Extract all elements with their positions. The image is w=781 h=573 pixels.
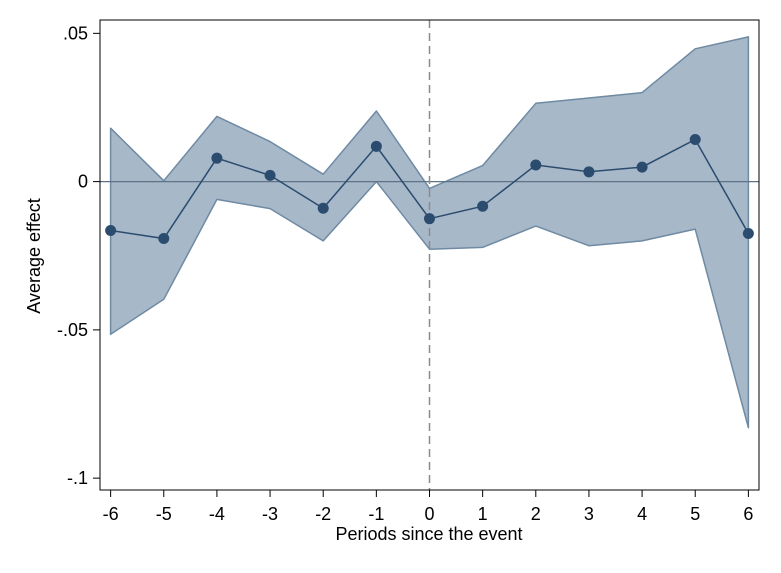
estimate-point [530,159,542,171]
y-tick-label: -.1 [67,468,88,488]
estimate-point [370,140,382,152]
y-axis-title: Average effect [24,198,44,313]
x-tick-label: 0 [424,504,434,524]
y-tick-label: 0 [78,172,88,192]
x-tick-label: 4 [637,504,647,524]
x-tick-label: 5 [690,504,700,524]
estimate-point [264,169,276,181]
estimate-point [158,233,170,245]
x-tick-label: -2 [315,504,331,524]
estimate-point [689,134,701,146]
estimate-point [105,225,117,237]
estimate-point [636,161,648,173]
y-tick-label: -.05 [57,320,88,340]
axes: .05 0 -.05 -.1 -6 -5 -4 -3 -2 -1 0 1 2 3 4 5 6 [57,19,760,524]
estimate-point [477,200,489,212]
x-tick-label: -1 [368,504,384,524]
x-tick-label: -5 [156,504,172,524]
y-tick-label: .05 [63,23,88,43]
x-axis-title: Periods since the event [335,524,522,544]
x-tick-label: 3 [584,504,594,524]
x-tick-label: 1 [478,504,488,524]
plot-area [100,20,759,490]
estimate-point [211,152,223,164]
x-tick-label: 2 [531,504,541,524]
x-tick-label: -4 [209,504,225,524]
estimate-point [424,213,435,225]
x-tick-label: -3 [262,504,278,524]
estimate-point [583,166,595,178]
estimate-point [742,228,754,240]
estimate-point [317,202,329,214]
x-tick-label: -6 [103,504,119,524]
x-tick-label: 6 [743,504,753,524]
